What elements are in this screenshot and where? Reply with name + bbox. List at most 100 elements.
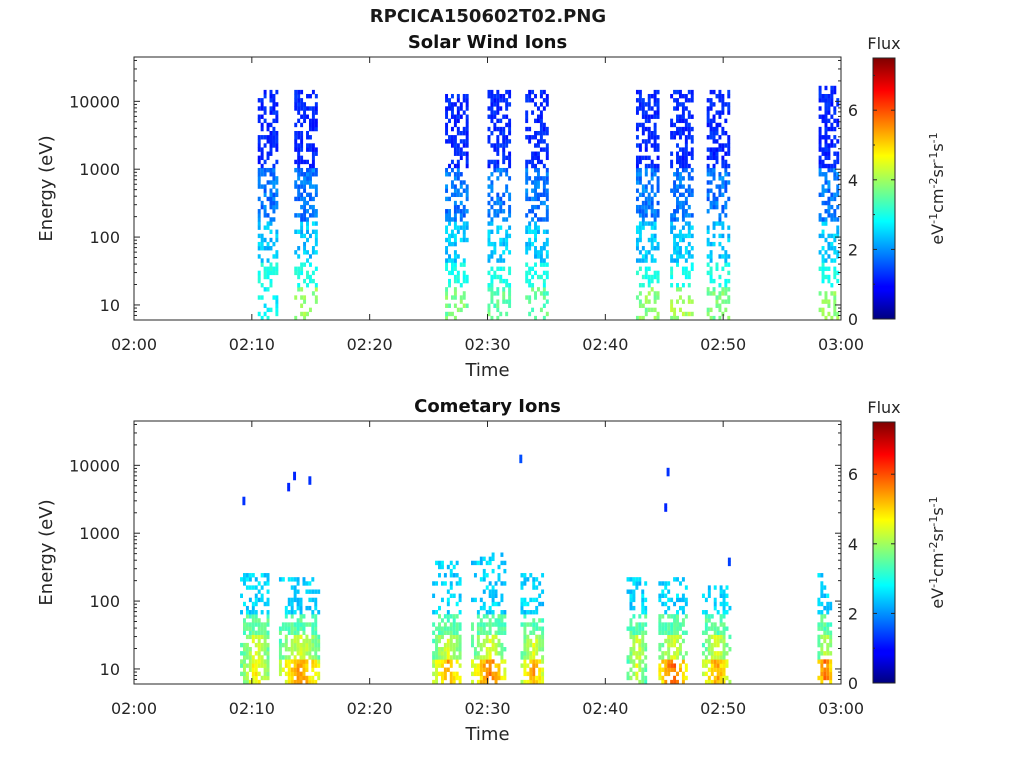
spectrogram-cell <box>707 679 711 685</box>
spectrogram-cell <box>821 172 825 177</box>
spectrogram-cell <box>487 307 491 313</box>
spectrogram-cell <box>724 102 728 107</box>
spectrogram-cell <box>641 139 645 144</box>
spectrogram-cell <box>303 102 307 107</box>
spectrogram-cell <box>661 581 665 586</box>
spectrogram-cell <box>827 184 831 189</box>
spectrogram-cell <box>681 176 685 181</box>
spectrogram-cell <box>635 585 639 590</box>
spectrogram-cell <box>529 667 533 672</box>
spectrogram-cell <box>266 671 270 677</box>
y-tick-label: 100 <box>89 592 120 611</box>
spectrogram-cell <box>257 176 261 181</box>
spectrogram-cell <box>690 246 694 251</box>
spectrogram-cell <box>488 618 492 623</box>
spectrogram-cell <box>681 217 685 222</box>
spectrogram-cell <box>653 258 657 263</box>
spectrogram-cell <box>650 196 654 202</box>
spectrogram-cell <box>684 188 688 193</box>
spectrogram-cell <box>718 93 722 99</box>
spectrogram-cell <box>275 192 279 198</box>
spectrogram-cell <box>314 266 318 271</box>
spectrogram-cell <box>490 106 494 111</box>
spectrogram-cell <box>676 283 679 288</box>
spectrogram-cell <box>465 151 469 156</box>
spectrogram-cell <box>817 655 821 660</box>
spectrogram-cell <box>670 254 674 259</box>
spectrogram-cell <box>432 622 436 627</box>
spectrogram-cell <box>303 262 307 267</box>
spectrogram-cell <box>721 147 725 152</box>
spectrogram-cell <box>673 655 677 660</box>
spectrogram-cell <box>719 618 723 623</box>
spectrogram-cell <box>308 642 312 648</box>
spectrogram-cell <box>448 139 451 144</box>
spectrogram-cell <box>306 221 309 226</box>
spectrogram-cell <box>676 241 679 247</box>
spectrogram-cell <box>690 151 694 156</box>
spectrogram-cell <box>690 266 694 271</box>
spectrogram-cell <box>479 605 483 611</box>
spectrogram-cell <box>490 295 494 300</box>
spectrogram-cell <box>644 213 648 218</box>
spectrogram-cell <box>664 601 668 607</box>
spectrogram-cell <box>531 229 535 234</box>
spectrogram-cell <box>638 192 642 198</box>
spectrogram-cell <box>302 614 306 619</box>
spectrogram-cell <box>820 601 824 607</box>
spectrogram-cell <box>299 618 303 623</box>
spectrogram-cell <box>664 585 668 590</box>
spectrogram-cell <box>266 307 270 313</box>
spectrogram-cell <box>539 274 543 280</box>
spectrogram-cell <box>456 307 460 313</box>
spectrogram-cell <box>526 610 530 615</box>
spectrogram-cell <box>539 93 543 99</box>
spectrogram-cell <box>523 655 527 660</box>
spectrogram-cell <box>254 671 258 677</box>
spectrogram-cell <box>491 614 495 619</box>
spectrogram-cell <box>715 204 719 210</box>
spectrogram-cell <box>275 159 279 165</box>
spectrogram-cell <box>490 143 494 148</box>
spectrogram-cell <box>306 135 309 140</box>
spectrogram-cell <box>508 204 512 210</box>
spectrogram-cell <box>653 237 657 243</box>
spectrogram-cell <box>269 307 273 313</box>
spectrogram-cell <box>818 89 822 95</box>
spectrogram-cell <box>666 467 670 473</box>
spectrogram-cell <box>656 184 660 189</box>
spectrogram-cell <box>502 130 506 136</box>
spectrogram-cell <box>833 126 837 132</box>
spectrogram-cell <box>824 93 828 99</box>
spectrogram-cell <box>485 634 489 640</box>
spectrogram-cell <box>820 651 824 656</box>
spectrogram-cell <box>243 663 246 668</box>
x-tick-label: 02:10 <box>229 699 275 718</box>
spectrogram-cell <box>821 118 825 124</box>
spectrogram-cell <box>269 217 273 222</box>
spectrogram-cell <box>681 675 685 681</box>
spectrogram-cell <box>306 114 309 119</box>
spectrogram-cell <box>704 647 708 652</box>
spectrogram-cell <box>823 659 827 664</box>
spectrogram-cell <box>670 266 674 271</box>
spectrogram-cell <box>284 671 288 677</box>
spectrogram-cell <box>821 135 825 140</box>
spectrogram-cell <box>459 225 463 230</box>
spectrogram-cell <box>450 180 454 185</box>
spectrogram-cell <box>503 667 507 672</box>
spectrogram-cell <box>314 626 318 631</box>
spectrogram-cell <box>681 597 685 603</box>
spectrogram-cell <box>300 270 304 276</box>
spectrogram-cell <box>508 102 512 107</box>
spectrogram-cell <box>638 577 642 582</box>
spectrogram-cell <box>653 110 657 115</box>
spectrogram-cell <box>635 630 639 635</box>
spectrogram-cell <box>275 204 279 210</box>
spectrogram-cell <box>257 659 261 664</box>
spectrogram-cell <box>676 258 679 263</box>
spectrogram-cell <box>456 118 460 124</box>
spectrogram-cell <box>532 651 536 656</box>
spectrogram-cell <box>488 671 492 677</box>
